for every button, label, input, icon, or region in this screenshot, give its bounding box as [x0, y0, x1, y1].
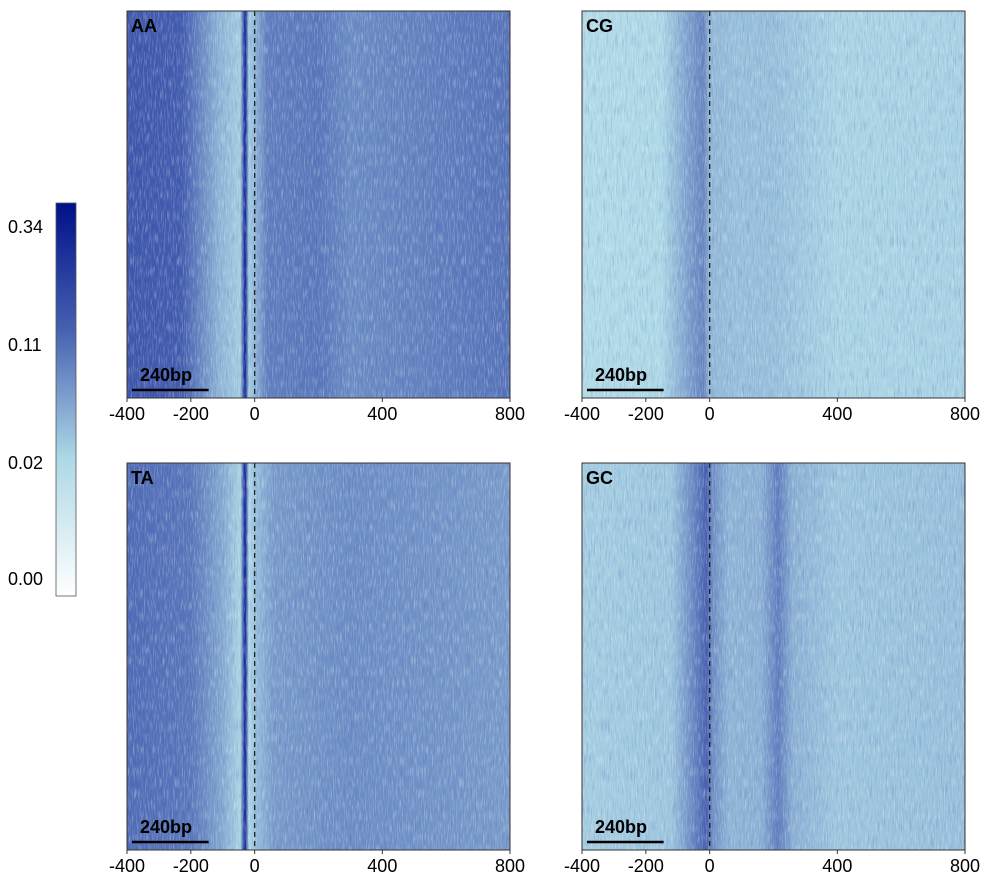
x-tick-label: 400	[822, 404, 852, 424]
panel-frame	[126, 462, 511, 851]
x-tick-label: -400	[564, 856, 600, 876]
x-tick-label: 800	[495, 404, 525, 424]
x-tick-label: 0	[705, 856, 715, 876]
x-tick-label: -200	[628, 856, 664, 876]
x-tick-label: 400	[367, 856, 397, 876]
colorbar-tick-label: 0.11	[8, 335, 42, 355]
x-tick-label: 0	[250, 856, 260, 876]
panel-frame	[581, 462, 966, 851]
colorbar-tick-label: 0.00	[8, 569, 43, 589]
heatmap-texture-dark	[582, 11, 965, 398]
panel-label: TA	[131, 468, 154, 488]
x-tick-label: 800	[495, 856, 525, 876]
x-tick-label: -400	[109, 856, 145, 876]
x-tick-label: 400	[822, 856, 852, 876]
x-tick-label: 0	[250, 404, 260, 424]
panel-frame	[581, 10, 966, 399]
x-tick-label: -200	[628, 404, 664, 424]
colorbar: 0.34 0.11 0.02 0.00	[8, 202, 77, 597]
scale-bar-label: 240bp	[140, 365, 192, 385]
heatmap-panels: AA 240bp -400 -200 0 400 800 CG 240bp -400 -200 0 40…	[109, 10, 980, 876]
scale-bar-label: 240bp	[140, 817, 192, 837]
heatmap-texture-dark	[127, 11, 510, 398]
scale-bar-label: 240bp	[595, 365, 647, 385]
x-tick-label: -200	[173, 856, 209, 876]
heatmap-panel-cg: CG 240bp -400 -200 0 400 800	[564, 10, 980, 424]
panel-label: CG	[586, 16, 613, 36]
panel-label: GC	[586, 468, 613, 488]
x-tick-label: 400	[367, 404, 397, 424]
x-tick-label: 800	[950, 856, 980, 876]
scale-bar-label: 240bp	[595, 817, 647, 837]
x-tick-label: -200	[173, 404, 209, 424]
x-tick-label: -400	[109, 404, 145, 424]
x-tick-label: 0	[705, 404, 715, 424]
heatmap-panel-ta: TA 240bp -400 -200 0 400 800	[109, 462, 525, 876]
heatmap-texture-dark	[127, 463, 510, 850]
panel-label: AA	[131, 16, 157, 36]
colorbar-gradient	[55, 202, 77, 597]
heatmap-panel-gc: GC 240bp -400 -200 0 400 800	[564, 462, 980, 876]
x-tick-label: 800	[950, 404, 980, 424]
x-tick-label: -400	[564, 404, 600, 424]
heatmap-texture-dark	[582, 463, 965, 850]
colorbar-tick-label: 0.34	[8, 217, 43, 237]
colorbar-tick-label: 0.02	[8, 453, 43, 473]
heatmap-panel-aa: AA 240bp -400 -200 0 400 800	[109, 10, 525, 424]
panel-frame	[126, 10, 511, 399]
